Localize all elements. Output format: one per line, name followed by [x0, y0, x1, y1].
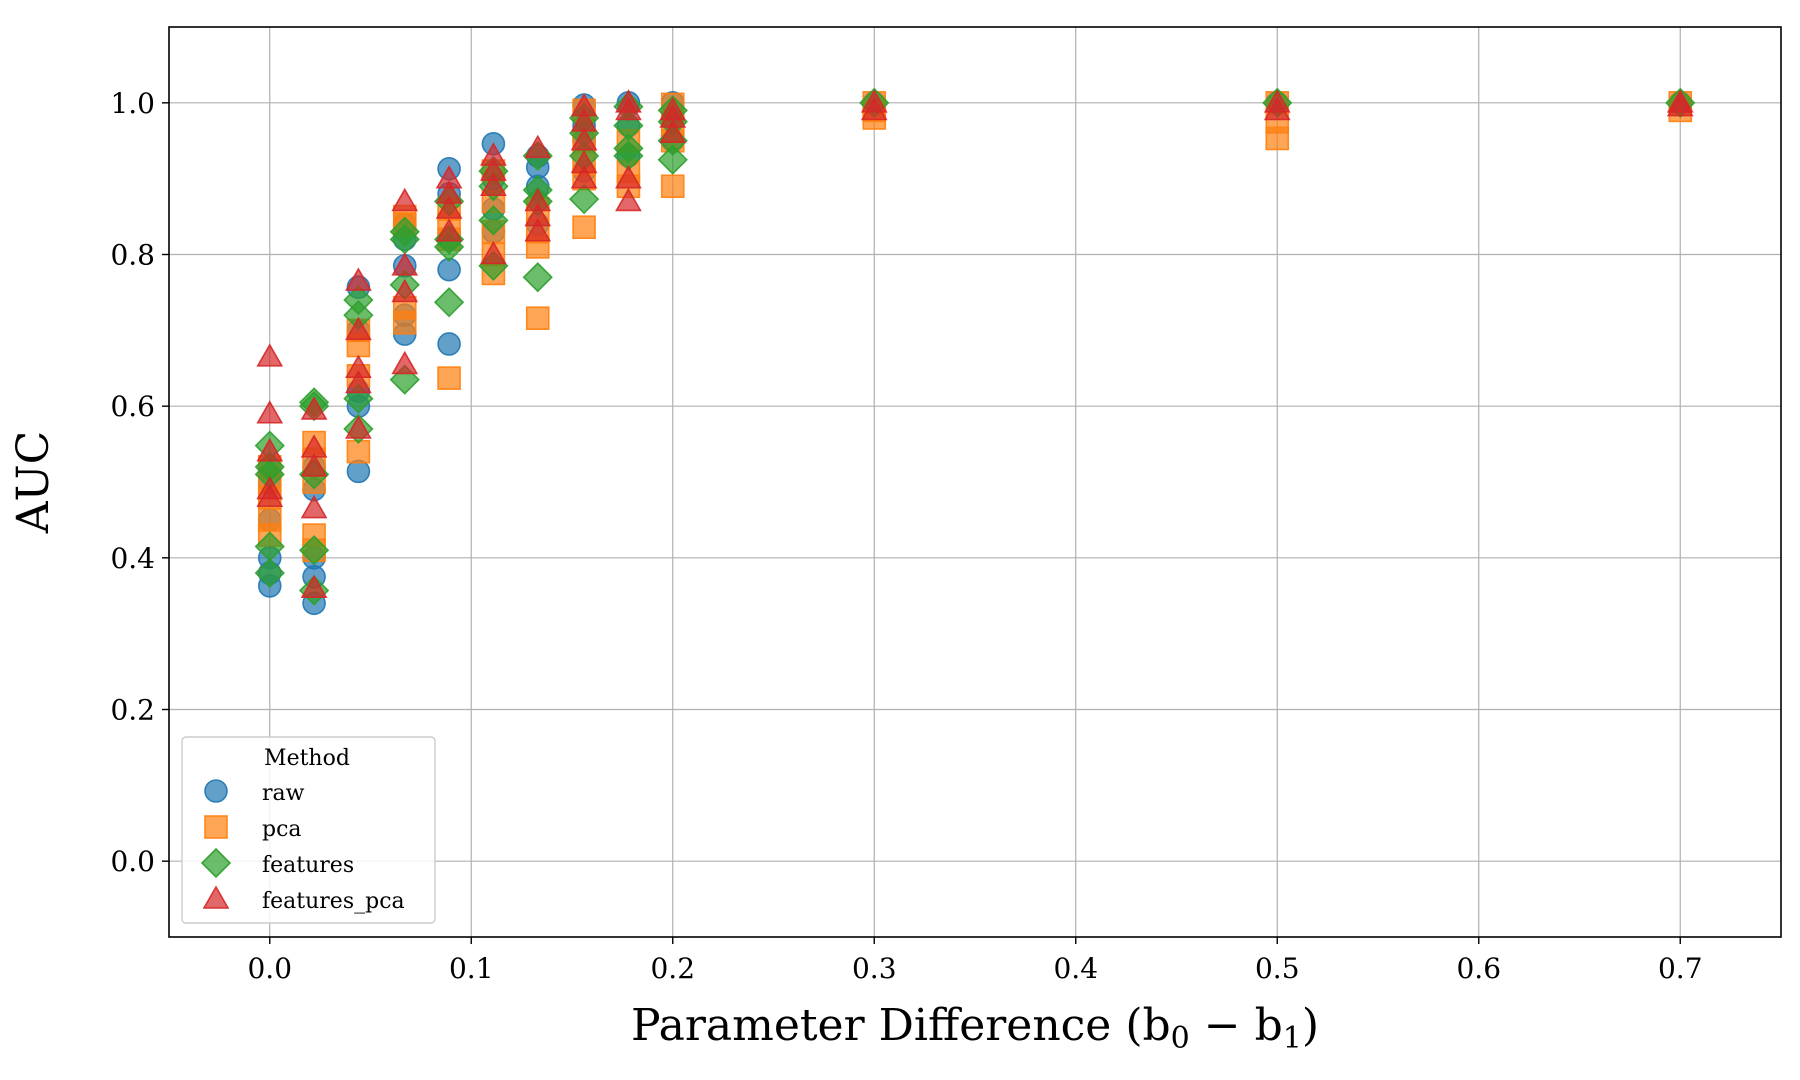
data-point-pca: [437, 366, 461, 390]
data-point-pca: [525, 306, 550, 331]
data-point-features: [522, 262, 553, 293]
data-point-features-pca: [345, 354, 372, 379]
data-point-features: [389, 216, 420, 247]
data-point-features-pca: [300, 574, 328, 598]
x-tick-label: 0.4: [1053, 952, 1098, 985]
data-point-features-pca: [300, 453, 328, 477]
data-point-features-pca: [615, 89, 642, 113]
data-point-pca: [660, 174, 685, 199]
x-axis-label-subscript-0: 0: [1171, 1021, 1190, 1056]
data-point-features-pca: [570, 165, 598, 189]
data-point-features: [433, 287, 465, 318]
data-point-features-pca: [391, 187, 419, 212]
data-point-features-pca: [480, 142, 507, 166]
legend-marker-features-pca: [202, 885, 230, 909]
data-point-features-pca: [1666, 89, 1694, 113]
x-tick-label: 0.6: [1456, 952, 1501, 985]
legend-label-raw: raw: [262, 781, 305, 806]
data-point-features-pca: [300, 494, 328, 519]
data-point-features: [298, 535, 330, 566]
legend-label-features: features: [262, 853, 354, 878]
legend-label-pca: pca: [262, 817, 302, 842]
data-point-features-pca: [659, 96, 687, 121]
data-point-features-pca: [524, 187, 552, 212]
data-point-features-pca: [256, 343, 284, 367]
data-point-features-pca: [524, 134, 552, 159]
legend-box: [181, 736, 436, 924]
data-point-features-pca: [435, 165, 463, 189]
data-point-features-pca: [300, 396, 328, 420]
data-point-features-pca: [391, 350, 419, 375]
data-point-features: [568, 184, 600, 215]
series-features-pca: [256, 89, 1694, 598]
data-point-features-pca: [256, 400, 284, 424]
legend-marker-raw: [204, 779, 228, 803]
x-tick-label: 0.7: [1658, 952, 1703, 985]
data-point-features-pca: [570, 93, 598, 117]
data-point-features: [343, 284, 374, 316]
axis-ticks: 0.0 0.1 0.2 0.3 0.4 0.5 0.6 0.7 0.0 0.2 0.4 0.6 0.8 1…: [110, 87, 1702, 985]
data-point-features-pca: [615, 165, 642, 189]
legend-entries: raw pca features features_pca: [200, 779, 405, 914]
x-axis-label-main: Parameter Difference (b: [631, 1000, 1171, 1051]
data-point-features-pca: [615, 187, 642, 212]
data-point-features-pca: [570, 108, 598, 132]
x-axis-label-minus: − b: [1190, 1000, 1283, 1051]
data-point-features: [254, 557, 285, 589]
data-point-features-pca: [435, 218, 463, 242]
data-point-features-pca: [480, 172, 507, 197]
y-tick-label: 0.0: [110, 845, 155, 878]
data-point-features: [254, 531, 285, 562]
data-point-raw: [346, 459, 371, 484]
data-point-features-pca: [345, 415, 372, 439]
data-point-features-pca: [300, 434, 328, 458]
data-point-features-pca: [345, 316, 372, 341]
data-point-features-pca: [524, 218, 552, 242]
data-point-features: [657, 144, 688, 175]
x-axis-label-close: ): [1302, 1000, 1319, 1051]
x-tick-label: 0.3: [852, 952, 897, 985]
data-markers: [254, 87, 1696, 616]
data-point-features-pca: [391, 278, 419, 303]
y-tick-label: 0.4: [110, 542, 155, 575]
data-point-features-pca: [524, 202, 552, 227]
data-point-pca: [572, 215, 596, 239]
data-point-features-pca: [435, 195, 463, 219]
data-point-features-pca: [256, 438, 284, 462]
data-point-features-pca: [480, 157, 507, 181]
data-point-features: [478, 205, 509, 236]
legend-marker-features: [200, 847, 232, 879]
data-point-features-pca: [570, 127, 598, 151]
data-point-features-pca: [391, 252, 419, 276]
legend-label-features-pca: features_pca: [262, 889, 405, 914]
legend-marker-pca: [204, 815, 228, 839]
x-tick-label: 0.2: [650, 952, 695, 985]
legend: Method raw pca features features_pca: [181, 736, 436, 924]
legend-title: Method: [264, 746, 350, 771]
y-tick-label: 0.6: [110, 390, 155, 423]
y-axis-label: AUC: [8, 431, 59, 535]
data-point-features-pca: [345, 267, 372, 291]
data-point-features-pca: [345, 369, 372, 394]
data-point-features-pca: [570, 149, 598, 174]
data-point-pca: [257, 508, 282, 532]
x-tick-label: 0.1: [449, 952, 494, 985]
data-point-features-pca: [860, 89, 888, 113]
y-tick-label: 1.0: [110, 87, 155, 120]
x-axis-label-subscript-1: 1: [1283, 1021, 1302, 1056]
data-point-features-pca: [435, 180, 463, 204]
x-axis-label: Parameter Difference (b0 − b1): [631, 1000, 1319, 1056]
data-point-features-pca: [1263, 89, 1291, 113]
y-tick-label: 0.8: [110, 239, 155, 272]
x-tick-label: 0.5: [1255, 952, 1300, 985]
plot-frame: [168, 26, 1782, 938]
data-point-features-pca: [256, 475, 284, 500]
data-point-features-pca: [480, 240, 507, 265]
data-point-raw: [437, 332, 461, 356]
x-tick-label: 0.0: [247, 952, 292, 985]
y-tick-label: 0.2: [110, 694, 155, 727]
data-point-features-pca: [659, 119, 687, 143]
data-point-features: [613, 133, 644, 164]
